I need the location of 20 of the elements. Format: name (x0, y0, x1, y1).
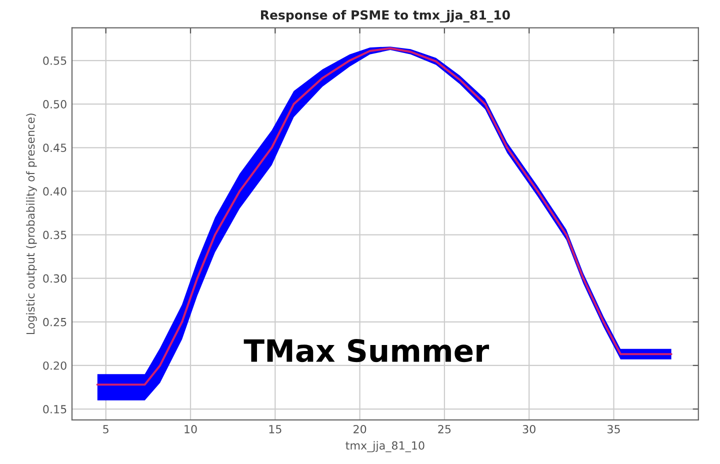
x-tick-label: 30 (522, 424, 536, 434)
y-tick-label: 0.25 (43, 318, 66, 326)
x-tick-label: 10 (184, 424, 197, 434)
x-axis-title: tmx_jja_81_10 (346, 441, 424, 452)
x-tick-label: 35 (608, 424, 620, 434)
y-tick-label: 0.30 (43, 274, 66, 283)
y-tick-label: 0.50 (43, 100, 66, 108)
x-tick-label: 25 (438, 424, 451, 434)
y-tick-label: 0.45 (43, 144, 66, 152)
x-tick-label: 15 (269, 425, 282, 434)
chart-title: Response of PSME to tmx_jja_81_10 (261, 10, 510, 22)
y-tick-label: 0.40 (43, 187, 66, 196)
x-tick-label: 20 (354, 424, 366, 434)
x-tick-label: 5 (103, 425, 108, 434)
y-axis-title: Logistic output (probability of presence) (26, 114, 37, 334)
annotation: TMax Summer (244, 339, 490, 362)
y-tick-label: 0.35 (43, 230, 66, 240)
y-tick-label: 0.55 (43, 56, 66, 65)
y-tick-label: 0.15 (43, 405, 66, 414)
y-tick-label: 0.20 (43, 361, 66, 370)
